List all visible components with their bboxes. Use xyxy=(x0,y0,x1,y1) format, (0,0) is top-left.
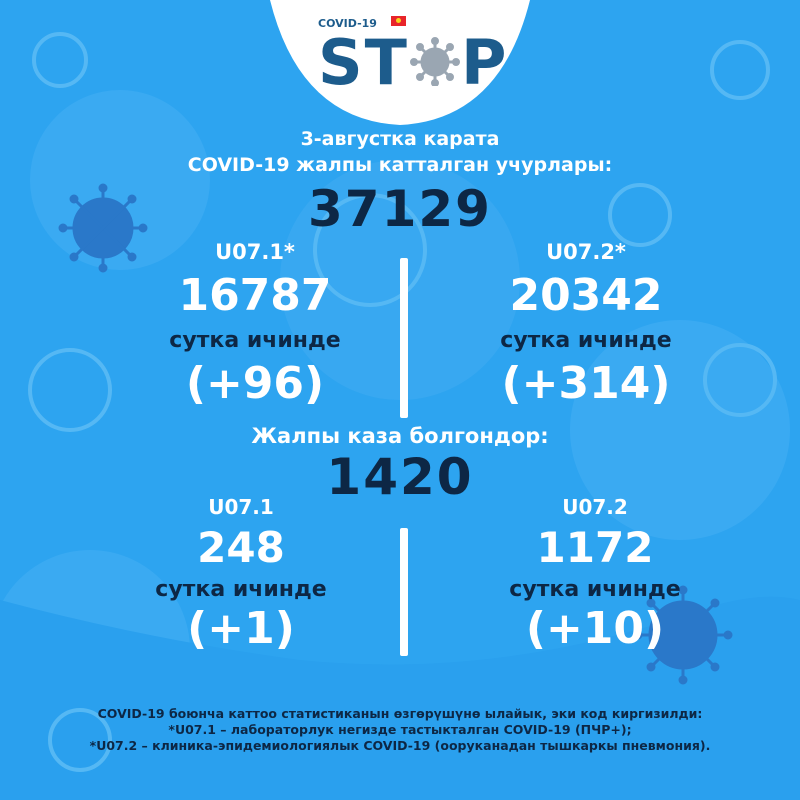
deaths-left-daily-label: сутка ичинде xyxy=(155,577,327,602)
logo-letters-left: ST xyxy=(318,26,409,99)
footnote-line: *U07.1 – лабораторлук негизде тастыкталг… xyxy=(168,722,632,737)
subtitle: COVID-19 жалпы катталган учурлары: xyxy=(187,154,613,176)
cases-left-code: U07.1* xyxy=(215,240,295,264)
deaths-left-daily: (+1) xyxy=(187,603,295,654)
cases-left-daily-label: сутка ичинде xyxy=(169,328,341,353)
cases-left-daily: (+96) xyxy=(185,358,325,409)
bg-blob xyxy=(570,320,790,540)
total-cases: 37129 xyxy=(308,180,492,238)
stop-logo: ST P xyxy=(318,26,508,99)
deaths-left-code: U07.1 xyxy=(208,495,274,519)
footnote-line: COVID-19 боюнча каттоо статистиканын өзг… xyxy=(97,706,703,721)
logo-letters-right: P xyxy=(460,26,509,99)
virus-icon xyxy=(409,26,461,87)
cases-right-daily: (+314) xyxy=(501,358,671,409)
footnote-line: *U07.2 – клиника-эпидемиологиялык COVID-… xyxy=(89,738,711,753)
logo-small-text: COVID-19 xyxy=(318,17,377,30)
deaths-right-code: U07.2 xyxy=(562,495,628,519)
cases-right-daily-label: сутка ичинде xyxy=(500,328,672,353)
cases-right-code: U07.2* xyxy=(546,240,626,264)
cases-right-value: 20342 xyxy=(509,270,663,321)
deaths-left-value: 248 xyxy=(197,523,285,572)
deaths-right-daily-label: сутка ичинде xyxy=(509,577,681,602)
deaths-divider xyxy=(400,528,408,656)
total-deaths: 1420 xyxy=(326,448,474,506)
date-line: 3-августка карата xyxy=(300,128,500,150)
deaths-header: Жалпы каза болгондор: xyxy=(251,424,549,448)
virus-icon xyxy=(58,183,148,273)
bottom-wave xyxy=(0,596,800,800)
cases-divider xyxy=(400,258,408,418)
deaths-right-daily: (+10) xyxy=(525,603,665,654)
kyrgyz-flag-icon xyxy=(391,16,406,26)
virus-icon xyxy=(28,32,777,772)
cases-left-value: 16787 xyxy=(178,270,332,321)
logo-background-curve xyxy=(270,0,530,125)
virus-icon xyxy=(633,585,733,685)
deaths-right-value: 1172 xyxy=(536,523,654,572)
